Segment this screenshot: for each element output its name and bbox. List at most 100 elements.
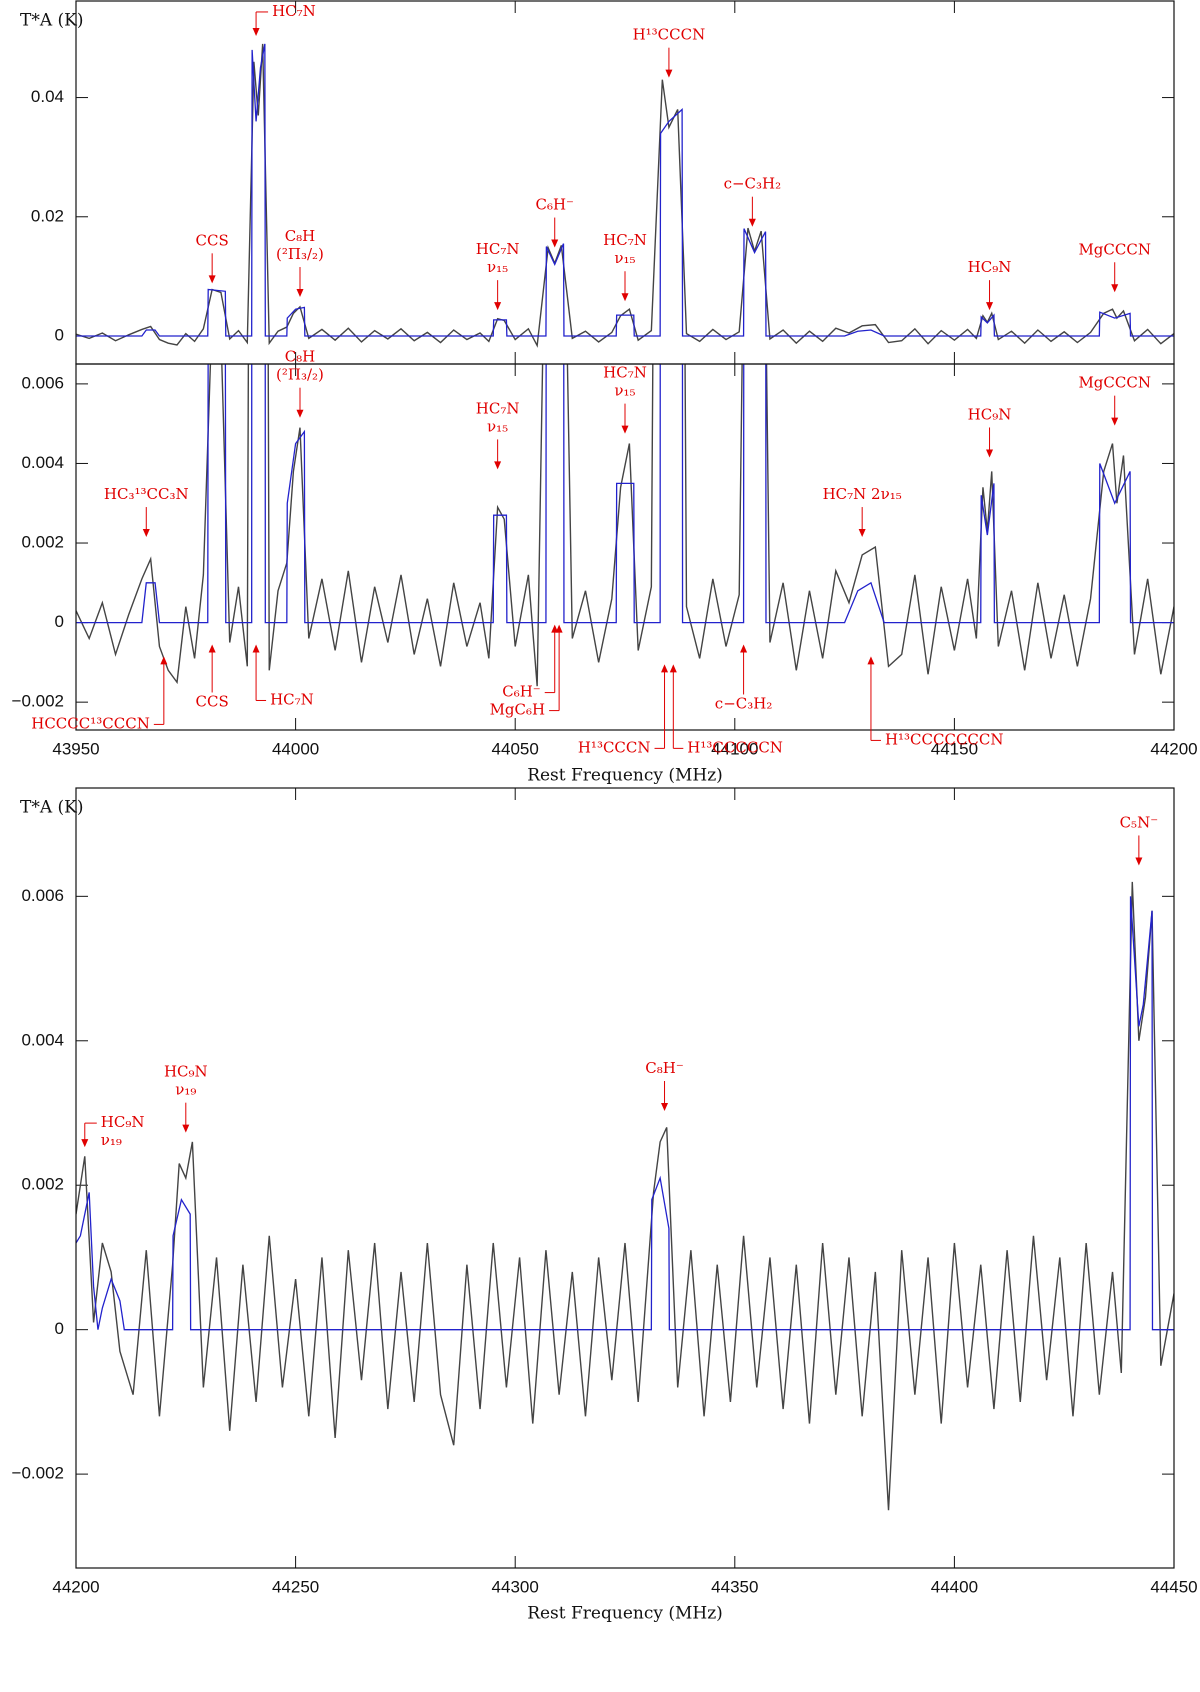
plot-area (76, 881, 1174, 1511)
x-tick-label: 44150 (931, 739, 978, 758)
x-tick-label: 44100 (711, 739, 758, 758)
annotation-arrowhead (551, 624, 559, 633)
annotation-arrowhead (208, 275, 216, 284)
annotation-label: C₆H⁻ (535, 196, 574, 214)
annotation-arrowhead (182, 1124, 190, 1133)
annotation-arrowhead (252, 644, 260, 653)
x-tick-label: 44200 (1150, 739, 1197, 758)
annotation-label: H¹³CCCCCCCN (885, 730, 1004, 748)
annotation-arrowhead (252, 27, 260, 36)
annotation-arrowhead (669, 664, 677, 673)
x-tick-label: 44450 (1150, 1577, 1197, 1596)
spectrum-line (76, 43, 1174, 348)
annotation-label: (²Π₃/₂) (276, 245, 324, 263)
y-tick-label: 0 (55, 612, 64, 631)
x-tick-label: 44200 (52, 1577, 99, 1596)
annotation-label: HC₇N 2ν₁₅ (823, 485, 902, 503)
x-tick-label: 44250 (272, 1577, 319, 1596)
plot-frame (75, 787, 1175, 1569)
model-line (76, 43, 1174, 337)
spectrum-line (76, 364, 1174, 687)
plot-area (76, 364, 1174, 687)
annotation-arrowhead (867, 656, 875, 665)
annotation-label: ν₁₅ (487, 417, 508, 435)
annotation-label: HC₉N (968, 405, 1012, 423)
annotation-arrowhead (296, 289, 304, 298)
y-tick-label: −0.002 (12, 692, 64, 711)
annotation-arrowhead (748, 218, 756, 227)
annotation-arrowhead (621, 425, 629, 434)
annotation-label: HC₇N (476, 240, 520, 258)
annotation-arrowhead (1111, 417, 1119, 426)
annotation-label: H¹³CCCN (633, 26, 706, 44)
y-tick-label: 0 (55, 1319, 64, 1338)
annotation-arrowhead (665, 69, 673, 78)
annotation-label: HC₃¹³CC₃N (104, 485, 189, 503)
model-line (76, 896, 1174, 1331)
annotation-label: HC₇N (270, 690, 314, 708)
annotation-arrowhead (160, 656, 168, 665)
x-axis-label: Rest Frequency (MHz) (527, 766, 723, 786)
panel: −0.002 0 0.002 0.004 0.006 44200 44250 44300 443… (12, 787, 1198, 1624)
plot-frame (75, 0, 1175, 365)
y-tick-label: 0.006 (21, 886, 64, 905)
annotation-label: MgCCCN (1078, 374, 1151, 392)
x-tick-label: 43950 (52, 739, 99, 758)
annotation-arrowhead (661, 1103, 669, 1111)
annotation-arrowhead (621, 293, 629, 302)
annotation-arrowhead (1111, 284, 1119, 293)
annotation-label: ν₁₅ (487, 258, 508, 276)
x-tick-label: 44350 (711, 1577, 758, 1596)
annotation-label: MgC₆H (490, 701, 546, 719)
annotation-arrowhead (661, 664, 669, 673)
y-tick-label: 0.006 (21, 373, 64, 392)
annotation-label: c−C₃H₂ (724, 175, 782, 193)
annotation-label: ν₁₉ (101, 1131, 122, 1149)
x-tick-label: 44400 (931, 1577, 978, 1596)
annotation-label: c−C₃H₂ (715, 694, 773, 712)
annotation-label: C₈H (285, 348, 316, 366)
annotation-arrowhead (1135, 857, 1143, 866)
annotation-arrowhead (986, 302, 994, 311)
annotation-label: HC₉N (101, 1113, 145, 1131)
y-axis-label: T*A (K) (20, 11, 83, 31)
y-tick-label: 0 (55, 325, 64, 344)
annotation-label: HC₉N (164, 1063, 208, 1081)
x-tick-label: 44050 (492, 739, 539, 758)
annotation-arrowhead (555, 624, 563, 633)
annotation-label: C₈H⁻ (645, 1059, 684, 1077)
annotation-label: C₈H (285, 227, 316, 245)
annotation-arrowhead (494, 302, 502, 311)
y-tick-label: 0.002 (21, 533, 64, 552)
annotation-arrowhead (296, 409, 304, 418)
annotation-label: HC₇N (476, 399, 520, 417)
y-axis-label: T*A (K) (20, 798, 83, 818)
x-tick-label: 44300 (492, 1577, 539, 1596)
x-axis-label: Rest Frequency (MHz) (527, 1604, 723, 1624)
annotation-label: HC₉N (968, 258, 1012, 276)
annotation-arrowhead (494, 461, 502, 470)
annotation-label: ν₁₅ (614, 249, 635, 267)
annotation-label: CCS (196, 231, 229, 249)
y-tick-label: −0.002 (12, 1464, 64, 1483)
y-tick-label: 0.002 (21, 1175, 64, 1194)
annotation-label: ν₁₉ (175, 1081, 196, 1099)
spectrum-line (76, 881, 1174, 1511)
annotation-arrowhead (81, 1139, 89, 1148)
annotation-label: CCS (196, 692, 229, 710)
annotation-label: ν₁₅ (614, 382, 635, 400)
annotation-label: HCCCC¹³CCCN (31, 714, 150, 732)
plot-area (76, 43, 1174, 348)
annotation-label: HC₇N (603, 231, 647, 249)
x-tick-label: 44000 (272, 739, 319, 758)
annotation-label: HC₇N (272, 2, 316, 20)
y-tick-label: 0.04 (31, 87, 64, 106)
annotation-arrowhead (986, 449, 994, 458)
annotation-label: HC₇N (603, 364, 647, 382)
annotation-label: H¹³CCCN (578, 738, 651, 756)
panel: −0.002 0 0.002 0.004 0.006 43950 44000 44050 441… (12, 348, 1198, 786)
annotation-arrowhead (740, 644, 748, 653)
annotation-label: H¹³CCCCCN (687, 738, 783, 756)
y-tick-label: 0.02 (31, 206, 64, 225)
